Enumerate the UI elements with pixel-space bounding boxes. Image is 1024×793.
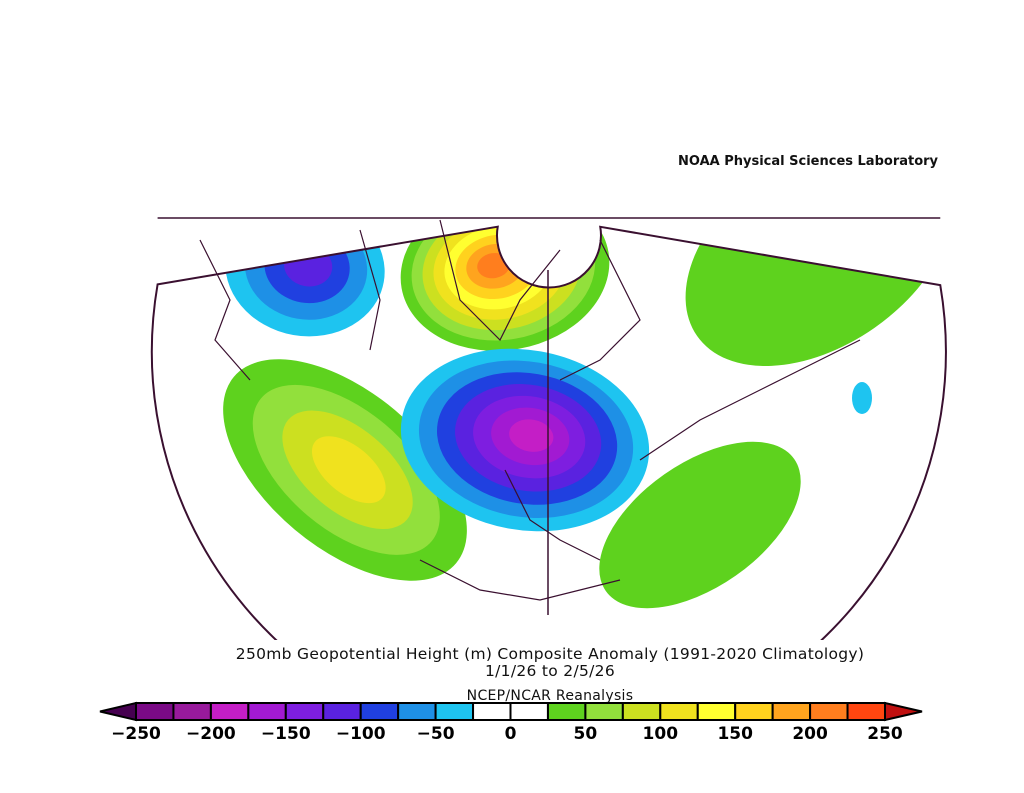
caspian-negative	[852, 382, 872, 414]
coastline	[559, 239, 641, 381]
colorbar-tick-label: −150	[260, 724, 311, 744]
coastline	[439, 219, 561, 342]
colorbar-tick-label: −100	[335, 724, 386, 744]
map-boundary	[150, 225, 947, 640]
colorbar-over-arrow	[884, 701, 923, 722]
colorbar-tick-label: 50	[573, 724, 598, 744]
coastline	[199, 239, 251, 381]
atlantic-positive	[223, 359, 467, 581]
colorbar-tick-label: −50	[416, 724, 455, 744]
colorbar-box	[771, 702, 812, 721]
europe-negative	[400, 348, 650, 532]
colorbar	[99, 701, 923, 722]
colorbar-box	[135, 702, 175, 721]
colorbar-tick-label: 0	[504, 724, 517, 744]
coastline	[504, 469, 601, 561]
colorbar-box	[659, 702, 699, 721]
colorbar-tick-label: 250	[867, 724, 903, 744]
contour-fill	[599, 441, 801, 609]
contour-fill	[509, 419, 554, 452]
colorbar-box	[621, 702, 662, 721]
date-range: 1/1/26 to 2/5/26	[485, 662, 615, 680]
anomaly-map	[140, 160, 947, 640]
colorbar-box	[734, 702, 774, 721]
siberia-west-positive	[140, 160, 240, 210]
contour-fill	[311, 436, 386, 504]
colorbar-box	[546, 702, 587, 721]
colorbar-box	[809, 702, 849, 721]
contour-fill	[140, 160, 240, 210]
colorbar-box	[284, 702, 325, 721]
colorbar-box	[322, 702, 362, 721]
colorbar-box	[359, 702, 400, 721]
africa-positive	[599, 441, 801, 609]
colorbar-tick-label: 150	[717, 724, 753, 744]
colorbar-box	[434, 702, 475, 721]
colorbar-tick-label: −200	[186, 724, 236, 744]
coastline	[419, 559, 621, 601]
colorbar-box	[509, 702, 549, 721]
colorbar-box	[846, 702, 886, 721]
colorbar-box	[696, 702, 737, 721]
dataset-label: NCEP/NCAR Reanalysis	[466, 688, 634, 704]
graticule	[157, 217, 941, 615]
colorbar-box	[584, 702, 624, 721]
colorbar-tick-label: −250	[111, 724, 161, 744]
colorbar-under-arrow	[99, 701, 137, 722]
colorbar-box	[172, 702, 212, 721]
colorbar-box	[247, 702, 287, 721]
colorbar-box	[472, 702, 512, 721]
colorbar-box	[209, 702, 250, 721]
colorbar-tick-label: 200	[792, 724, 828, 744]
credit-label: NOAA Physical Sciences Laboratory	[676, 154, 941, 169]
chart-title: 250mb Geopotential Height (m) Composite …	[235, 645, 865, 663]
coastline	[359, 229, 381, 351]
contour-fill	[852, 382, 872, 414]
colorbar-tick-label: 100	[642, 724, 679, 744]
coastline	[639, 339, 861, 461]
colorbar-box	[397, 702, 437, 721]
